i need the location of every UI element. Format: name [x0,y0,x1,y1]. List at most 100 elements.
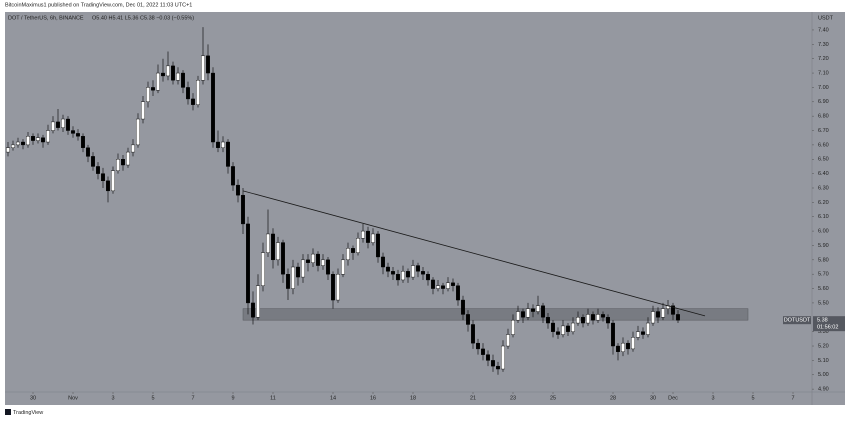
candle-body [626,342,630,350]
candle-body [471,324,475,344]
candle-body [116,159,120,171]
candle-body [641,331,645,335]
x-tick-label: 30 [30,395,36,401]
candle-body [346,248,350,261]
candle-body [91,156,95,167]
candle-body [386,266,390,272]
axis-unit: USDT [818,15,834,21]
price-tag-symbol: DOTUSDT [784,318,811,324]
logo-icon [5,409,11,415]
candle-body [121,159,125,166]
candle-body [151,87,155,91]
candle-body [501,345,505,370]
candle-body [161,72,165,77]
candle-body [341,259,345,275]
candle-body [351,248,355,253]
price-tag-symbol-box [783,316,811,325]
candle-body [526,308,530,318]
candle-body [466,314,470,325]
tradingview-logo: TradingView [5,409,43,416]
candle-body [546,317,550,324]
candle-body [621,342,625,352]
candle-body [276,242,280,261]
candle-body [616,345,620,352]
candle-body [401,271,405,281]
candle-body [531,308,535,312]
candle-body [551,322,555,332]
candle-body [191,98,195,105]
candle-body [286,273,290,289]
candle-body [366,230,370,243]
candle-body [376,233,380,258]
candle-body [271,233,275,261]
candle-body [21,141,25,146]
candle-body [541,305,545,318]
x-tick-label: 30 [650,395,656,401]
candle-body [306,259,310,263]
candle-body [171,65,175,81]
y-tick-label: 7.10 [818,71,829,77]
x-tick-label: Dec [668,395,678,401]
candle-body [416,265,420,272]
candle-body [201,55,205,81]
candle-body [96,166,100,174]
y-tick-label: 6.40 [818,171,829,177]
candle-body [231,166,235,186]
candle-body [101,173,105,182]
candle-body [241,194,245,225]
y-tick-label: 5.60 [818,286,829,292]
candle-body [536,305,540,312]
candle-body [256,285,260,318]
candle-body [441,285,445,289]
candle-body [166,65,170,77]
candle-body [461,299,465,315]
candle-body [111,170,115,192]
support-zone [242,308,749,321]
candle-body [316,253,320,266]
candle-body [481,348,485,355]
candle-body [446,282,450,289]
candle-body [331,273,335,301]
candle-body [556,331,560,335]
candle-body [301,259,305,278]
candle-body [361,230,365,239]
candle-body [141,101,145,120]
candle-body [181,72,185,88]
candle-body [216,141,220,148]
candle-body [601,314,605,318]
x-tick-label: 16 [370,395,376,401]
candle-body [671,305,675,315]
candle-body [81,136,85,148]
y-tick-label: 4.90 [818,387,829,393]
y-tick-label: 5.80 [818,257,829,263]
trendline [242,190,706,317]
candle-body [266,233,270,253]
publisher-line: BitcoinMaximus1 published on TradingView… [5,2,192,8]
candle-body [261,252,265,286]
x-tick-label: 11 [270,395,276,401]
chart-background [5,12,845,405]
candle-body [436,285,440,289]
candle-body [16,141,20,146]
y-tick-label: 6.60 [818,142,829,148]
candle-body [611,322,615,347]
y-tick-label: 7.00 [818,85,829,91]
y-tick-label: 6.00 [818,229,829,235]
x-tick-label: Nov [68,395,78,401]
price-tag-price: 5.38 [817,318,828,324]
y-tick-label: 5.00 [818,372,829,378]
candle-body [426,273,430,281]
x-tick-label: 28 [610,395,616,401]
price-tag-countdown: 01:56:02 [817,325,838,331]
y-tick-label: 7.20 [818,56,829,62]
x-tick-label: 7 [791,395,794,401]
y-tick-label: 6.10 [818,214,829,220]
x-tick-label: 23 [510,395,516,401]
y-tick-label: 5.90 [818,243,829,249]
candle-body [651,311,655,324]
candle-body [396,273,400,281]
candle-body [596,314,600,321]
y-tick-label: 6.70 [818,128,829,134]
y-tick-label: 7.40 [818,27,829,33]
candle-body [451,282,455,286]
